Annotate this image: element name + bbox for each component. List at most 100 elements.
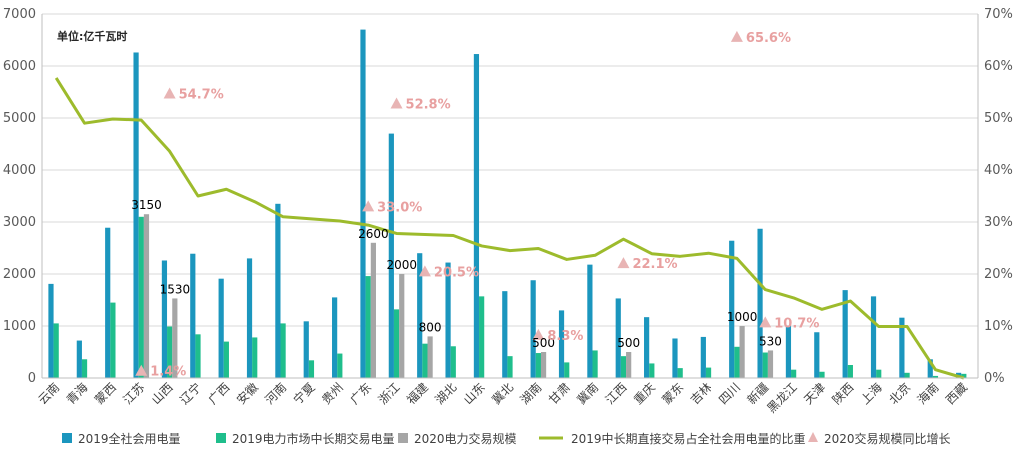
bar-data-label: 1530 — [160, 282, 191, 296]
bar — [927, 359, 933, 378]
bar-data-label: 500 — [617, 336, 640, 350]
bar — [399, 274, 405, 378]
legend-entry: 2019全社会用电量 — [78, 431, 181, 446]
y-left-tick-label: 2000 — [3, 267, 36, 282]
growth-marker — [418, 265, 431, 277]
category-label: 甘肃 — [546, 380, 573, 407]
bar — [870, 296, 877, 378]
category-label: 山西 — [149, 380, 176, 407]
bar — [393, 309, 400, 378]
legend-entry: 2019中长期直接交易占全社会用电量的比重 — [571, 431, 806, 446]
bar — [791, 369, 797, 378]
growth-label: 65.6% — [746, 31, 791, 46]
y-right-tick-label: 10% — [984, 319, 1013, 334]
bar — [246, 258, 253, 378]
bar — [223, 341, 229, 378]
category-label: 宁夏 — [290, 380, 318, 408]
category-label: 青海 — [63, 380, 91, 408]
bar — [195, 334, 201, 378]
bar — [167, 326, 173, 378]
bar — [445, 262, 451, 378]
category-label: 江西 — [603, 380, 630, 407]
bar — [81, 359, 88, 378]
growth-label: 52.8% — [406, 97, 451, 112]
legend-swatch — [216, 433, 226, 443]
y-left-tick-label: 4000 — [3, 163, 36, 178]
legend-entry: 2020交易规模同比增长 — [824, 431, 951, 446]
category-label: 河南 — [262, 380, 290, 408]
bars — [48, 29, 967, 378]
bar — [507, 356, 513, 378]
bar — [785, 325, 792, 378]
category-label: 四川 — [716, 380, 743, 407]
bar — [479, 296, 485, 378]
bar-data-label: 500 — [532, 336, 555, 350]
y-left-tick-label: 3000 — [3, 215, 36, 230]
y-right-tick-label: 60% — [984, 59, 1013, 74]
category-label: 云南 — [35, 380, 63, 408]
category-label: 天津 — [801, 380, 828, 407]
category-label: 湖南 — [517, 380, 545, 408]
bar — [133, 52, 139, 378]
bar — [138, 216, 144, 378]
ratio-line-layer — [54, 77, 965, 380]
legend-swatch — [808, 432, 818, 442]
category-label: 重庆 — [631, 380, 658, 407]
bar — [172, 298, 178, 378]
bar — [587, 264, 593, 378]
bar — [417, 253, 423, 378]
bar-data-label: 800 — [419, 320, 442, 334]
bar — [961, 373, 967, 378]
legend: 2019全社会用电量 2019电力市场中长期交易电量 2020电力交易规模 2019中… — [62, 431, 951, 446]
bar — [53, 323, 59, 378]
category-label: 安徽 — [233, 380, 261, 408]
bar — [700, 336, 706, 378]
bar — [626, 352, 632, 378]
growth-marker — [135, 364, 148, 376]
legend-swatch — [398, 433, 408, 443]
category-label: 西藏 — [943, 380, 970, 407]
bar-data-label: 2600 — [358, 227, 389, 241]
category-label: 冀南 — [574, 380, 602, 408]
bar — [767, 350, 774, 378]
bar — [365, 276, 371, 378]
legend-entry: 2020电力交易规模 — [414, 431, 517, 446]
ratio-line — [54, 77, 965, 380]
category-label: 陕西 — [829, 380, 857, 408]
growth-marker — [362, 200, 375, 212]
growth-marker — [390, 97, 403, 109]
bar-data-label: 530 — [759, 334, 782, 348]
bar — [540, 352, 547, 378]
category-label: 贵州 — [319, 380, 346, 407]
bar — [473, 54, 480, 378]
bar — [280, 323, 286, 378]
bar — [535, 353, 541, 378]
bar-data-label: 2000 — [386, 258, 417, 272]
bar — [677, 368, 683, 378]
y-left-tick-label: 0 — [28, 371, 36, 386]
bar — [76, 340, 82, 378]
bar — [450, 346, 456, 378]
bar — [332, 297, 338, 378]
bar — [876, 369, 882, 378]
bar — [819, 371, 825, 378]
growth-label: 22.1% — [632, 257, 677, 272]
bar — [502, 291, 508, 378]
growth-marker — [617, 257, 630, 269]
bar — [275, 203, 281, 378]
y-right-tick-label: 30% — [984, 215, 1013, 230]
category-label: 湖北 — [432, 380, 460, 408]
category-label: 北京 — [886, 380, 913, 407]
growth-marker — [730, 30, 743, 42]
legend-swatch — [62, 433, 72, 443]
legend-entry: 2019电力市场中长期交易电量 — [232, 431, 395, 446]
y-right-tick-label: 20% — [984, 267, 1013, 282]
bar — [388, 133, 394, 378]
y-right-tick-label: 0% — [984, 371, 1005, 386]
category-label: 浙江 — [376, 380, 403, 407]
bar — [110, 302, 116, 378]
y-right-tick-label: 70% — [984, 7, 1013, 22]
growth-label: 8.3% — [547, 329, 583, 344]
bar — [644, 317, 650, 378]
